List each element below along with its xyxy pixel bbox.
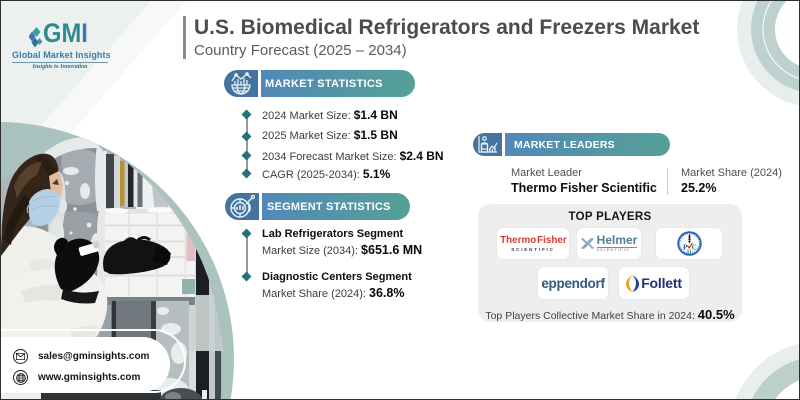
svg-text:C: C: [691, 243, 696, 251]
svg-text:P: P: [682, 243, 687, 251]
svg-text:H: H: [686, 250, 691, 256]
